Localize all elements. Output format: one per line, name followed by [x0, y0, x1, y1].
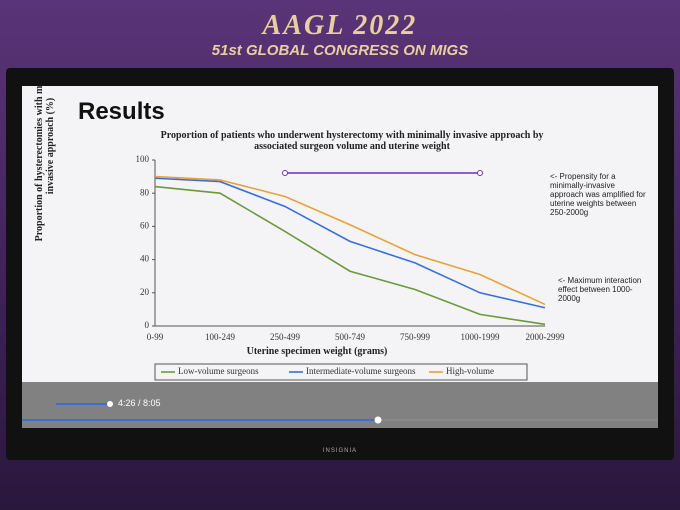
range-end: [282, 170, 288, 176]
x-axis-label: Uterine specimen weight (grams): [246, 346, 388, 357]
legend-box: [154, 363, 528, 381]
series-line: [154, 175, 546, 306]
chart-title: Proportion of patients who underwent hys…: [160, 130, 544, 152]
slide-heading: Results: [78, 98, 165, 125]
y-tick-label: 60: [140, 220, 150, 230]
volume-handle[interactable]: [107, 401, 113, 407]
event-subtitle: 51st GLOBAL CONGRESS ON MIGS: [211, 42, 469, 59]
y-tick-label: 20: [140, 287, 150, 297]
series-line: [154, 185, 546, 326]
x-tick-label: 2000-2999: [526, 332, 565, 342]
y-tick-label: 80: [140, 187, 150, 197]
legend-label: High-volume: [446, 366, 494, 376]
screen: Results Proportion of patients who under…: [22, 86, 658, 428]
x-tick-label: 500-749: [335, 332, 365, 342]
legend-label: Intermediate-volume surgeons: [306, 366, 416, 376]
chart: 0 20 40 60 80 100 0-99 100-249 250-499 500-749 750…: [22, 154, 658, 428]
x-tick-label: 250-499: [270, 332, 300, 342]
series-line: [154, 177, 546, 309]
event-logo: AAGL 2022: [262, 10, 418, 41]
progress-handle[interactable]: [374, 416, 382, 424]
x-tick-label: 1000-1999: [461, 332, 500, 342]
y-tick-label: 40: [140, 254, 150, 264]
y-tick-label: 0: [145, 320, 150, 330]
x-tick-label: 0-99: [147, 332, 164, 342]
legend-label: Low-volume surgeons: [178, 366, 259, 376]
player-time: 4:26 / 8:05: [118, 398, 161, 408]
y-tick-label: 100: [136, 154, 150, 164]
x-tick-label: 100-249: [205, 332, 235, 342]
tv-brand: INSIGNIA: [322, 448, 358, 454]
x-tick-label: 750-999: [400, 332, 430, 342]
annotation: <- Propensity for a minimally-invasive a…: [550, 172, 646, 217]
annotation: <- Maximum interaction effect between 10…: [558, 276, 642, 303]
range-end: [477, 170, 483, 176]
